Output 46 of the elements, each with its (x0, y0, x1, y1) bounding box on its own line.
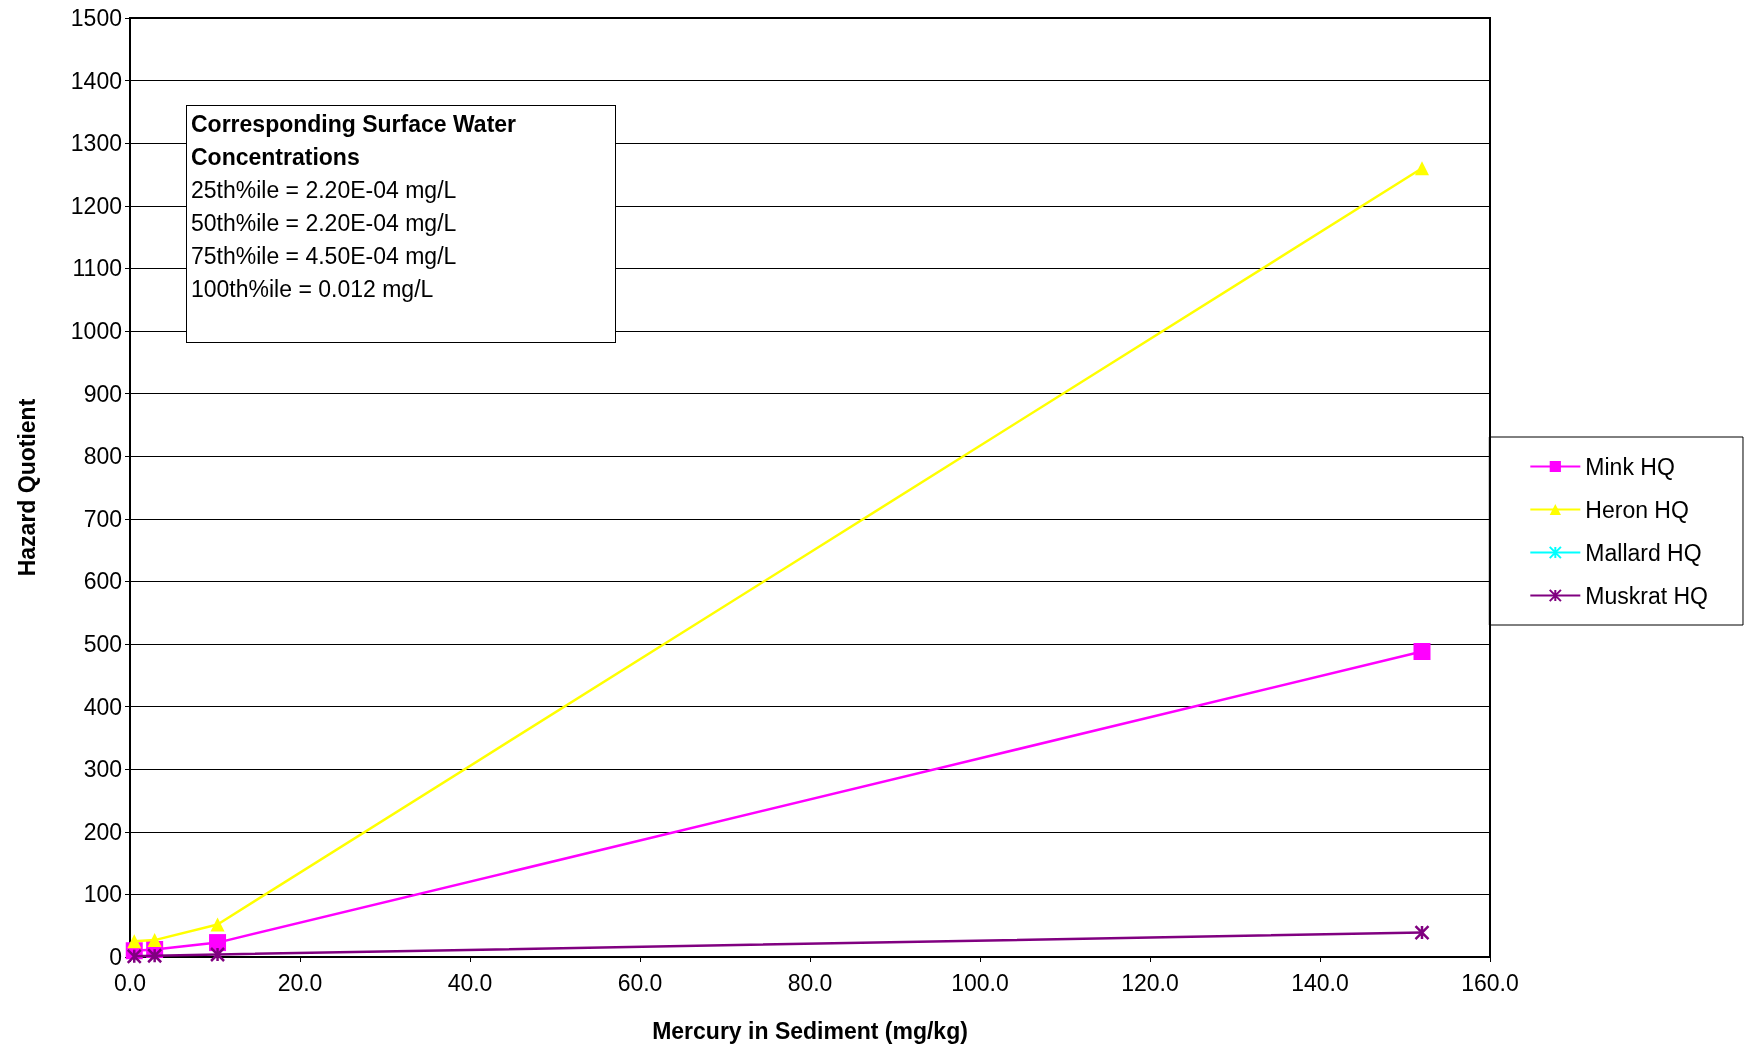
x-tick-label: 20.0 (277, 969, 323, 996)
point (209, 934, 227, 952)
y-tick-label: 1400 (70, 67, 122, 94)
annotation: 75th%ile = 4.50E-04 mg/L (191, 242, 458, 271)
y-tick-label: 500 (83, 631, 122, 657)
x-tick-label: 120.0 (1121, 969, 1179, 996)
annotation: Corresponding Surface Water Concentrations (191, 110, 518, 172)
y-tick-label: 0 (109, 944, 122, 970)
y-tick-label: 400 (83, 693, 122, 720)
x-tick-label: 0.0 (114, 969, 146, 996)
point (147, 933, 162, 948)
point (1414, 924, 1430, 941)
annotation: 25th%ile = 2.20E-04 mg/L (191, 176, 458, 205)
y-tick-label: 1500 (70, 5, 122, 31)
y-tick-label: 100 (83, 881, 122, 908)
y-tick-label: 1200 (70, 192, 122, 219)
y-tick-label: 200 (83, 818, 122, 845)
annotation: 50th%ile = 2.20E-04 mg/L (191, 209, 458, 238)
x-tick-label: 100.0 (951, 969, 1009, 996)
point (210, 917, 225, 932)
y-tick-label: 600 (83, 568, 122, 595)
point (146, 948, 163, 964)
point (1413, 643, 1431, 661)
x-axis-title: Mercury in Sediment (mg/kg) (652, 1017, 968, 1044)
point (1415, 161, 1429, 176)
x-tick-label: 160.0 (1461, 969, 1519, 996)
point (209, 946, 226, 963)
legend-label: Mallard HQ (1585, 539, 1702, 566)
y-tick-label: 1100 (72, 255, 122, 282)
y-tick-label: 700 (83, 505, 122, 532)
y-tick-label: 300 (83, 756, 122, 783)
point (126, 948, 142, 965)
y-tick-label: 1000 (70, 318, 122, 344)
x-tick-label: 60.0 (617, 969, 663, 996)
y-tick-label: 800 (83, 443, 122, 470)
y-tick-label: 900 (83, 380, 122, 407)
legend-label: Mink HQ (1585, 453, 1675, 480)
x-tick-label: 80.0 (787, 969, 833, 996)
x-tick-label: 40.0 (447, 969, 493, 996)
legend-label: Muskrat HQ (1585, 582, 1709, 609)
y-tick-label: 1300 (70, 130, 122, 157)
legend-label: Heron HQ (1585, 496, 1689, 523)
annotation: 100th%ile = 0.012 mg/L (191, 275, 435, 304)
y-axis-title: Hazard Quotient (13, 398, 40, 577)
point (127, 934, 142, 949)
x-tick-label: 140.0 (1291, 969, 1349, 996)
